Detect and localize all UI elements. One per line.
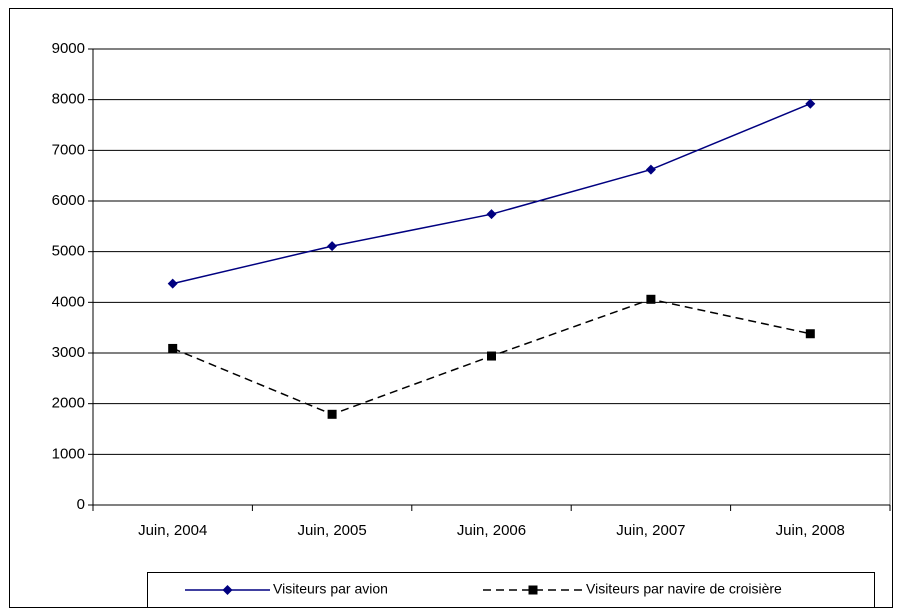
- plot-area: [92, 48, 891, 506]
- marker: [167, 278, 178, 289]
- x-tick-label: Juin, 2007: [616, 522, 685, 539]
- x-tick-label: Juin, 2004: [138, 522, 207, 539]
- marker: [805, 329, 815, 339]
- y-tick-label: 6000: [52, 192, 85, 209]
- marker: [805, 98, 816, 109]
- y-tick-label: 2000: [52, 395, 85, 412]
- marker: [645, 164, 656, 175]
- y-tick-label: 5000: [52, 243, 85, 260]
- y-tick-label: 9000: [52, 40, 85, 57]
- marker: [327, 409, 337, 419]
- legend-label: Visiteurs par navire de croisière: [586, 581, 782, 597]
- y-tick-label: 0: [77, 496, 85, 513]
- marker: [646, 294, 656, 304]
- x-tick-label: Juin, 2006: [457, 522, 526, 539]
- x-tick-label: Juin, 2005: [297, 522, 366, 539]
- marker: [528, 585, 538, 595]
- y-tick-label: 3000: [52, 344, 85, 361]
- y-tick-label: 7000: [52, 141, 85, 158]
- legend-label: Visiteurs par avion: [273, 581, 388, 597]
- marker: [487, 351, 496, 361]
- x-tick-label: Juin, 2008: [776, 522, 845, 539]
- y-tick-label: 4000: [52, 293, 85, 310]
- y-tick-label: 1000: [52, 445, 85, 462]
- marker: [327, 241, 338, 252]
- y-tick-label: 8000: [52, 91, 85, 108]
- marker: [222, 585, 233, 595]
- marker: [486, 209, 497, 220]
- marker: [168, 343, 178, 353]
